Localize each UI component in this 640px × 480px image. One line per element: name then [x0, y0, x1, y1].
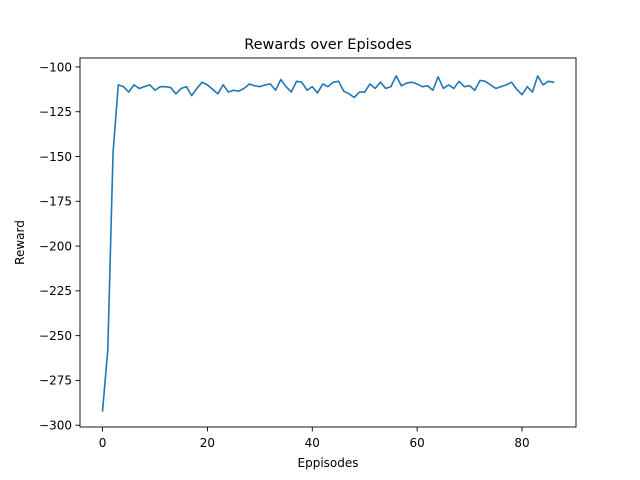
y-tick-label: −300 [39, 419, 72, 433]
y-tick-label: −125 [39, 105, 72, 119]
x-tick-label: 80 [514, 436, 529, 450]
x-tick-label: 40 [305, 436, 320, 450]
series-layer [101, 75, 555, 412]
y-tick-label: −175 [39, 195, 72, 209]
y-tick-label: −150 [39, 150, 72, 164]
x-axis-ticks: 0 20 40 60 80 [99, 427, 530, 450]
y-tick-label: −200 [39, 239, 72, 253]
y-tick-label: −275 [39, 374, 72, 388]
x-tick-label: 0 [99, 436, 107, 450]
chart-title: Rewards over Episodes [244, 37, 412, 53]
plot-area [80, 58, 576, 427]
y-tick-label: −225 [39, 284, 72, 298]
axes-spines [79, 57, 577, 428]
y-axis-title: Reward [13, 220, 27, 265]
y-tick-label: −100 [39, 60, 72, 74]
x-tick-label: 20 [200, 436, 215, 450]
x-tick-label: 60 [409, 436, 424, 450]
y-axis-ticks: −100 −125 −150 −175 −200 −225 −250 −275 −300 [39, 60, 80, 433]
series-line-0 [101, 75, 555, 412]
x-axis-title: Eppisodes [298, 456, 359, 470]
y-tick-label: −250 [39, 329, 72, 343]
axes-frame [79, 57, 577, 428]
